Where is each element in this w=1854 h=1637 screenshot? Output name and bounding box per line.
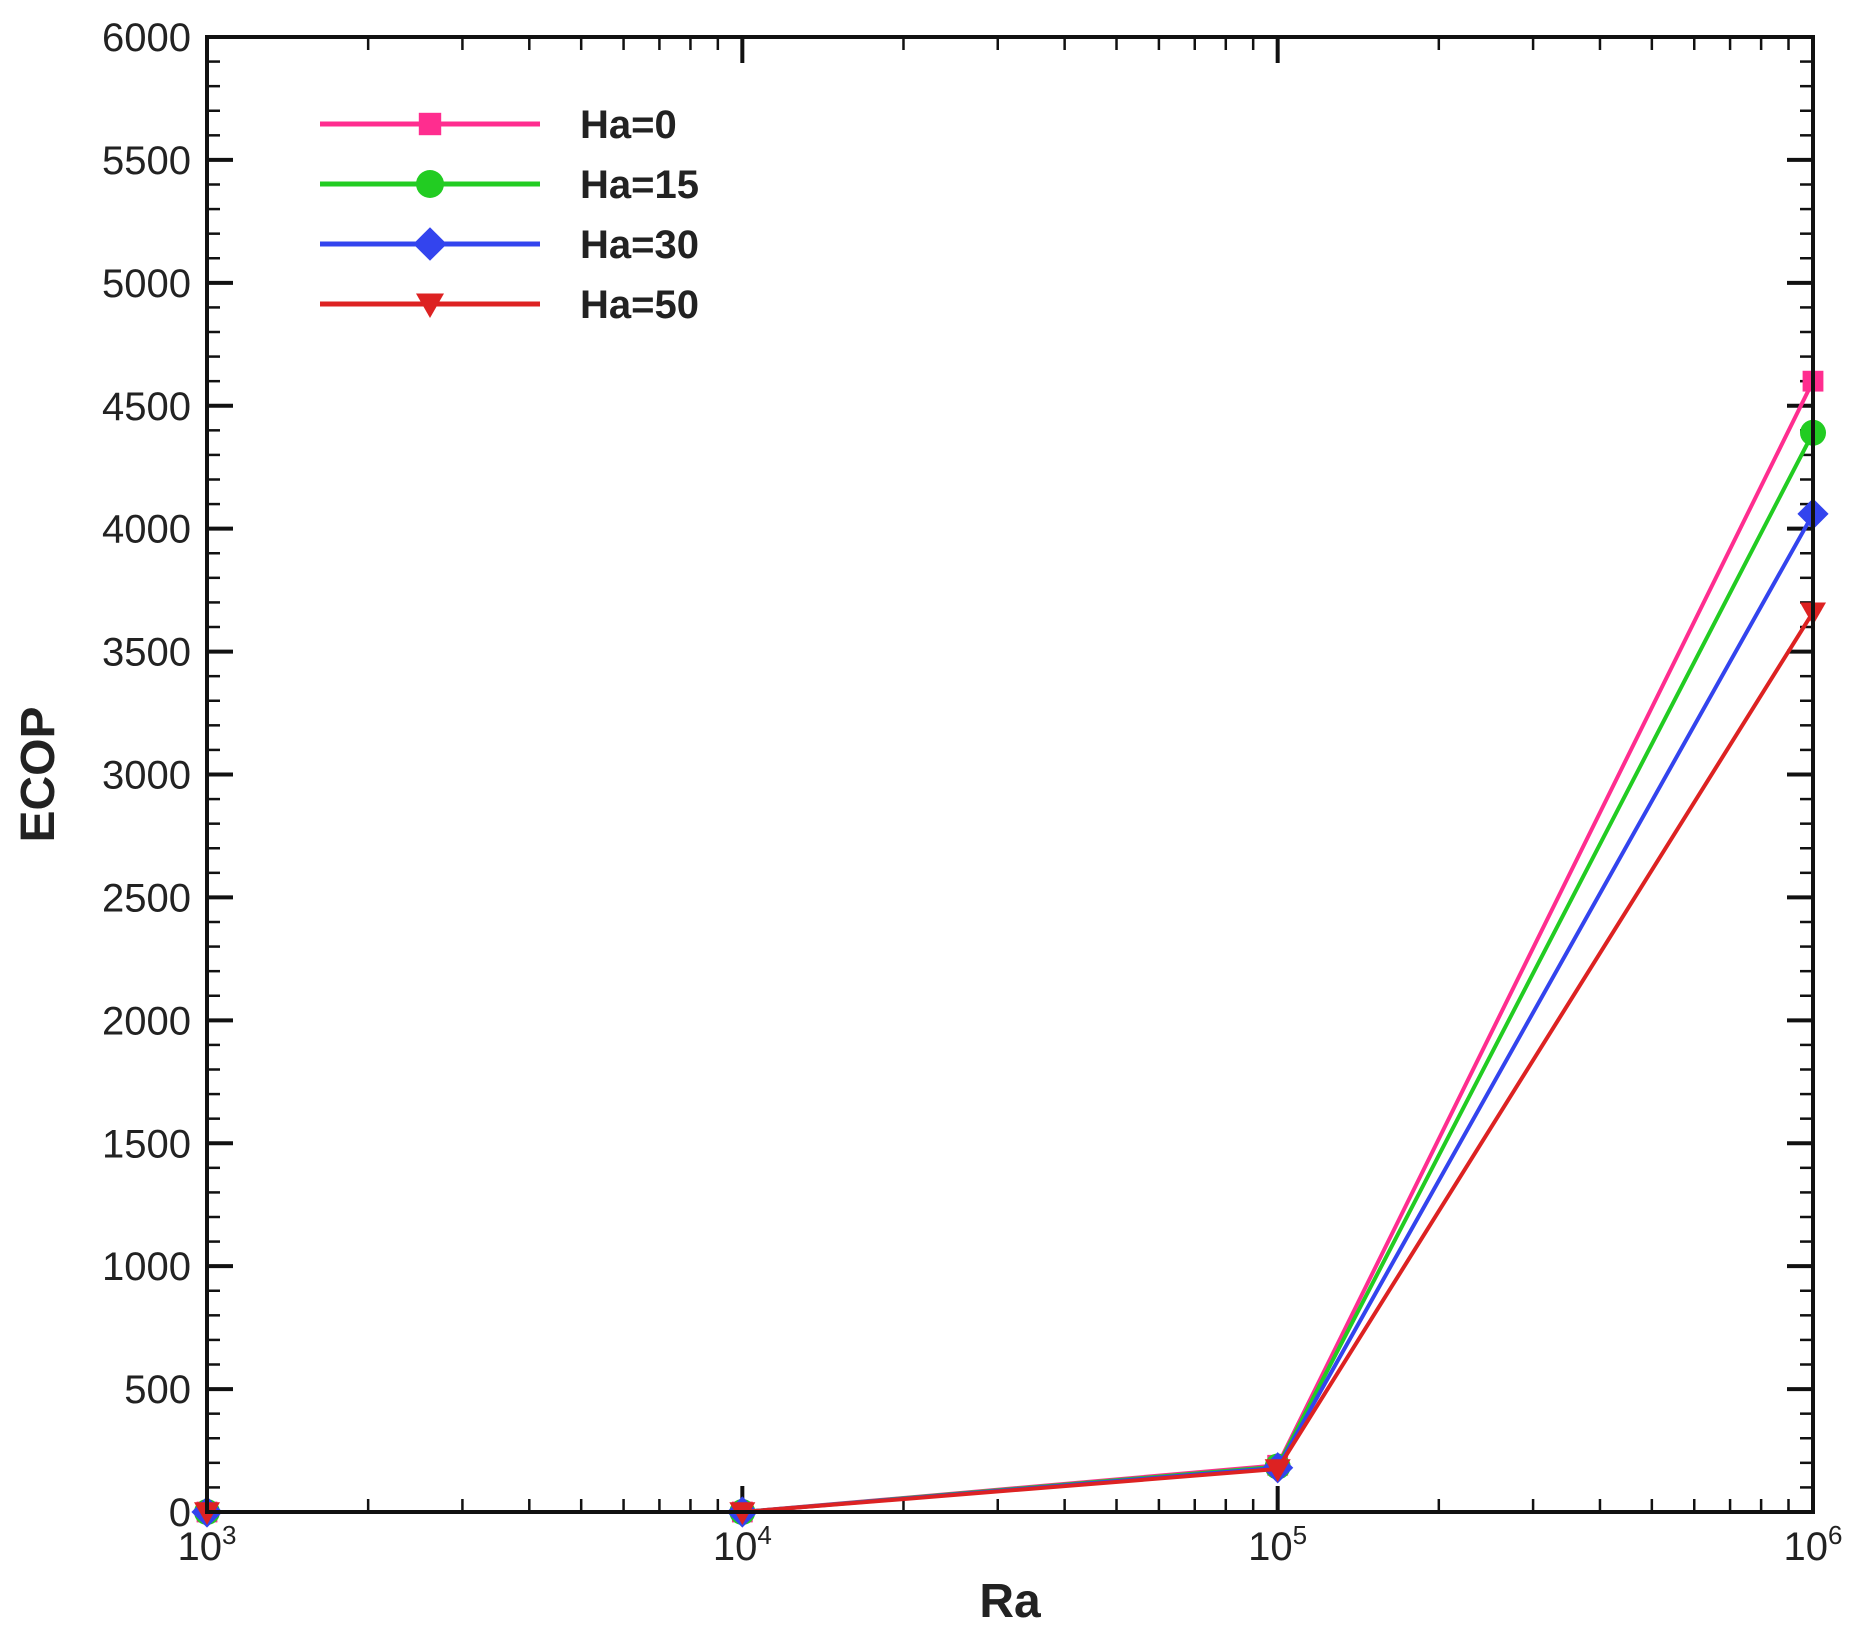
legend-item: Ha=15 [320,163,699,207]
plot-frame [205,35,1815,1514]
y-tick-label: 5500 [102,139,191,183]
y-tick-label: 3500 [102,631,191,675]
legend-marker [413,227,447,261]
y-tick-label: 500 [124,1368,191,1412]
y-tick-label: 2000 [102,999,191,1043]
legend-label: Ha=50 [580,283,699,327]
legend-item: Ha=0 [320,103,677,147]
legend-label: Ha=0 [580,103,677,147]
legend-label: Ha=15 [580,163,699,207]
legend: Ha=0 Ha=15 Ha=30 Ha=50 [320,103,699,327]
y-tick-label: 1000 [102,1245,191,1289]
y-tick-label: 3000 [102,754,191,798]
legend-marker [416,293,444,318]
series-layer [191,370,1829,1528]
x-axis-title: Ra [979,1575,1041,1628]
y-axis-title: ECOP [12,706,65,842]
x-tick-label: 103 [178,1520,237,1569]
y-tick-label: 2500 [102,876,191,920]
y-tick-label: 4500 [102,385,191,429]
y-tick-label: 6000 [102,16,191,60]
axis-ticks [205,35,1815,1514]
x-tick-label: 104 [713,1520,772,1569]
y-tick-labels: 0 500 1000 1500 2000 2500 3000 3500 4000 4500 5000… [102,16,191,1535]
series-Ha=15 [194,419,1826,1525]
series-line [207,431,1815,1514]
series-Ha=50 [194,602,1826,1525]
y-tick-label: 5000 [102,262,191,306]
data-point [1264,1459,1291,1482]
x-tick-label: 106 [1784,1520,1843,1569]
legend-marker [418,112,442,136]
y-tick-label: 1500 [102,1122,191,1166]
legend-label: Ha=30 [580,223,699,267]
legend-marker [416,170,444,198]
y-tick-label: 0 [169,1491,191,1535]
legend-item: Ha=30 [320,223,699,267]
series-Ha=30 [191,498,1829,1528]
series-Ha=0 [196,370,1824,1523]
x-tick-labels: 103 104 105 106 [178,1520,1843,1569]
series-line [207,611,1815,1514]
legend-item: Ha=50 [320,283,699,327]
series-line [207,512,1815,1514]
y-tick-label: 4000 [102,508,191,552]
x-tick-label: 105 [1248,1520,1307,1569]
